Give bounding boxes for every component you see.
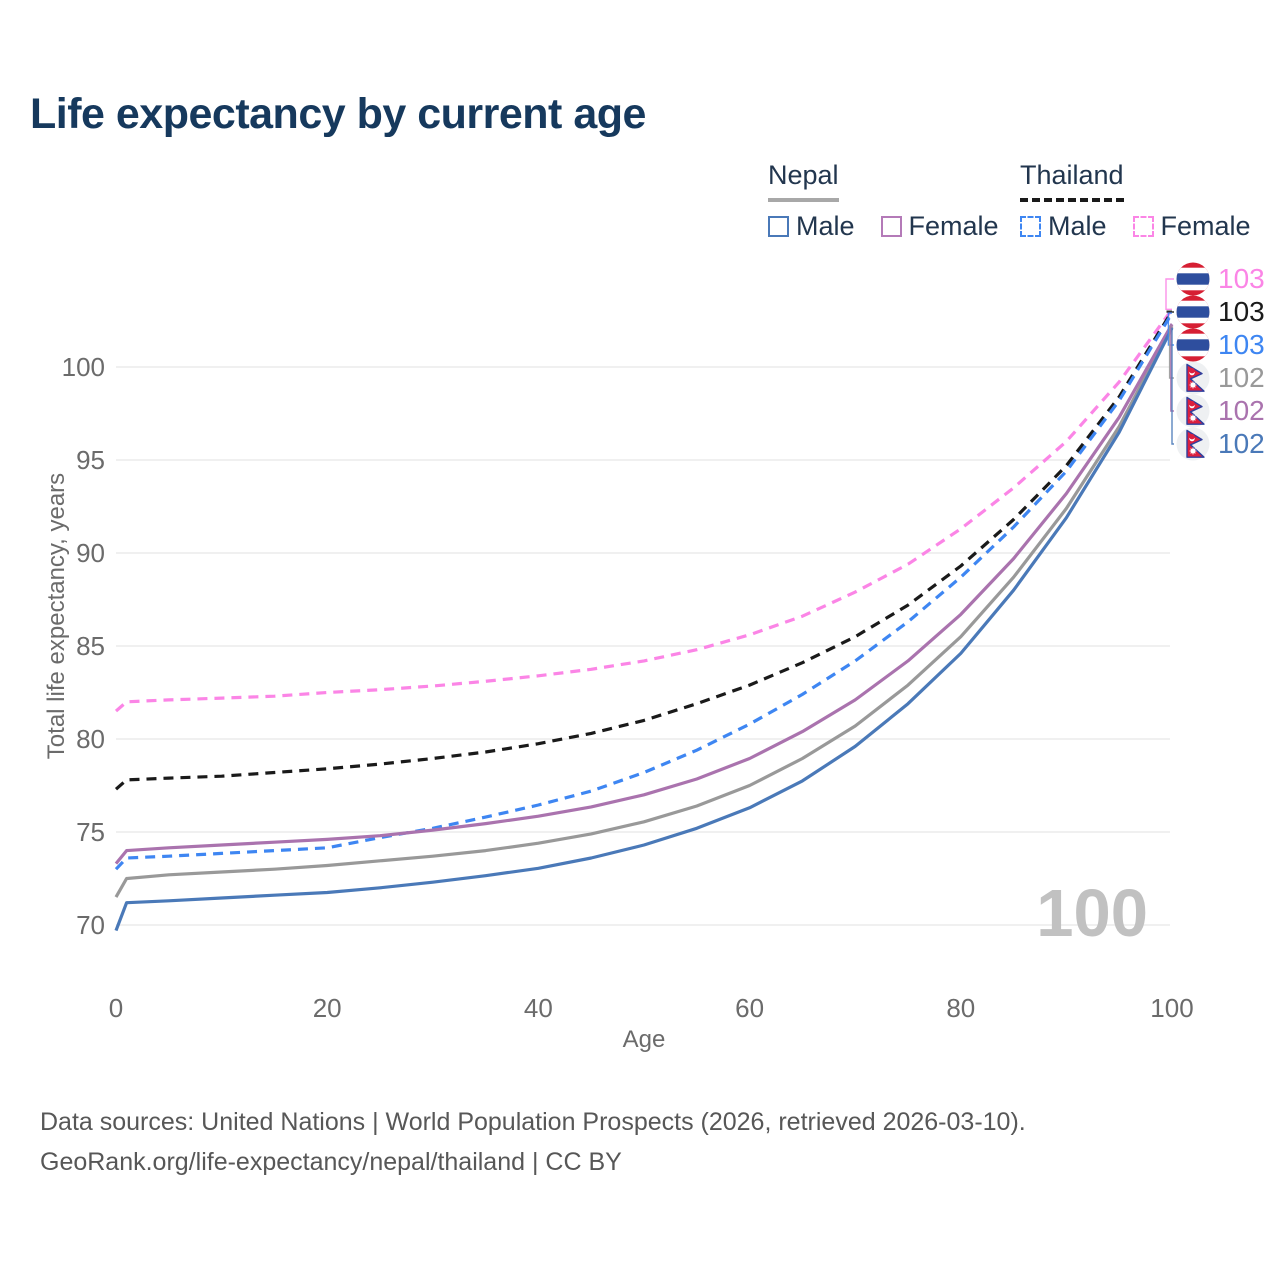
series-line-thailand-female	[114, 308, 1174, 713]
legend-group-nepal: Nepal Male Female	[768, 160, 999, 242]
thailand-flag-icon	[1176, 328, 1210, 362]
nepal-male-swatch-icon	[768, 216, 789, 237]
y-tick-70: 70	[76, 910, 105, 940]
x-tick-0: 0	[108, 993, 124, 1023]
legend-item-thailand-female[interactable]: Female	[1132, 211, 1251, 242]
series-line-nepal-both-sexes	[114, 325, 1174, 898]
legend-item-nepal-male[interactable]: Male	[768, 211, 855, 242]
x-axis-title: Age	[622, 1026, 666, 1053]
leader-line	[1166, 310, 1174, 313]
nepal-flag-icon	[1176, 394, 1210, 428]
end-label-nepal-male: 102	[1176, 427, 1265, 461]
y-tick-75: 75	[76, 817, 105, 847]
age-watermark: 100	[1036, 876, 1148, 951]
series-line-nepal-female	[114, 323, 1174, 865]
leader-line	[1167, 312, 1174, 346]
footer-attribution: GeoRank.org/life-expectancy/nepal/thaila…	[40, 1148, 622, 1176]
legend-country-nepal: Nepal	[768, 160, 839, 202]
thailand-flag-icon	[1176, 295, 1210, 329]
legend-item-nepal-female[interactable]: Female	[880, 211, 999, 242]
series-line-thailand-male	[114, 312, 1174, 871]
end-value: 102	[1218, 395, 1265, 426]
footer-sources: Data sources: United Nations | World Pop…	[40, 1108, 1026, 1136]
leader-line	[1170, 323, 1174, 412]
end-label-thailand-male: 103	[1176, 328, 1265, 362]
y-tick-80: 80	[76, 724, 105, 754]
nepal-flag-icon	[1176, 361, 1210, 395]
thailand-male-swatch-icon	[1020, 216, 1041, 237]
page-title: Life expectancy by current age	[30, 90, 646, 138]
end-label-nepal-both-sexes: 102	[1176, 361, 1265, 395]
y-tick-95: 95	[76, 445, 105, 475]
nepal-female-swatch-icon	[880, 216, 902, 237]
leader-line	[1171, 327, 1174, 445]
series-line-nepal-male	[114, 327, 1174, 932]
x-tick-60: 60	[735, 993, 765, 1023]
end-value: 103	[1218, 329, 1265, 360]
x-tick-100: 100	[1150, 993, 1194, 1023]
end-value: 103	[1218, 263, 1265, 294]
end-value: 102	[1218, 428, 1265, 459]
x-tick-40: 40	[523, 993, 553, 1023]
legend-country-thailand: Thailand	[1020, 160, 1124, 202]
thailand-flag-icon	[1176, 262, 1210, 296]
legend-item-thailand-male[interactable]: Male	[1020, 211, 1107, 242]
legend-group-thailand: Thailand Male Female	[1020, 160, 1251, 242]
series-line-thailand-both-sexes	[114, 310, 1174, 791]
y-tick-90: 90	[76, 538, 105, 568]
y-tick-100: 100	[61, 352, 105, 382]
end-value: 103	[1218, 296, 1265, 327]
leader-line	[1168, 325, 1174, 379]
end-label-thailand-both-sexes: 103	[1176, 295, 1265, 329]
thailand-female-swatch-icon	[1132, 216, 1154, 237]
x-tick-80: 80	[946, 993, 976, 1023]
end-value: 102	[1218, 362, 1265, 393]
nepal-flag-icon	[1176, 427, 1210, 461]
end-label-thailand-female: 103	[1176, 262, 1265, 296]
leader-line	[1165, 278, 1174, 310]
end-label-nepal-female: 102	[1176, 394, 1265, 428]
x-tick-20: 20	[312, 993, 342, 1023]
y-tick-85: 85	[76, 631, 105, 661]
